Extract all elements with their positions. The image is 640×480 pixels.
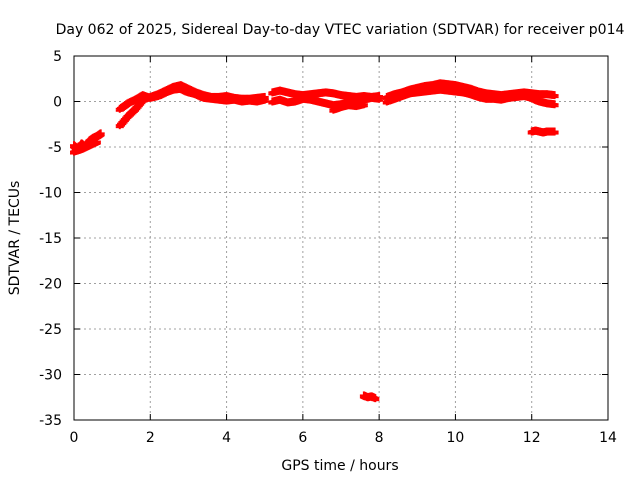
y-tick-label: 0 <box>53 95 62 111</box>
x-tick-label: 6 <box>298 430 307 446</box>
chart-title: Day 062 of 2025, Sidereal Day-to-day VTE… <box>56 22 625 38</box>
y-tick-label: -35 <box>39 413 62 429</box>
x-tick-label: 12 <box>523 430 541 446</box>
x-axis-label: GPS time / hours <box>281 458 398 474</box>
data-point <box>550 127 559 136</box>
x-tick-label: 0 <box>70 430 79 446</box>
data-point <box>375 94 384 103</box>
y-tick-label: -30 <box>39 368 62 384</box>
data-point <box>359 100 368 109</box>
y-tick-label: -10 <box>39 186 62 202</box>
y-tick-label: -20 <box>39 277 62 293</box>
y-tick-label: -5 <box>48 140 62 156</box>
y-tick-label: -15 <box>39 231 62 247</box>
data-point <box>96 129 105 138</box>
x-tick-label: 10 <box>447 430 465 446</box>
data-point <box>371 394 380 403</box>
data-point <box>550 91 559 100</box>
x-tick-label: 4 <box>222 430 231 446</box>
x-tick-label: 2 <box>146 430 155 446</box>
y-tick-label: 5 <box>53 49 62 65</box>
y-axis-label: SDTVAR / TECUs <box>7 181 23 296</box>
x-tick-label: 14 <box>599 430 617 446</box>
data-point <box>550 100 559 109</box>
data-points <box>70 79 559 403</box>
axis-ticks: 0 2 4 6 8 10 12 14 5 0 -5 -10 -15 -20 -25 -30 -35 <box>39 49 617 446</box>
x-tick-label: 8 <box>375 430 384 446</box>
data-point <box>92 137 101 146</box>
y-tick-label: -25 <box>39 322 62 338</box>
data-point <box>260 95 269 104</box>
